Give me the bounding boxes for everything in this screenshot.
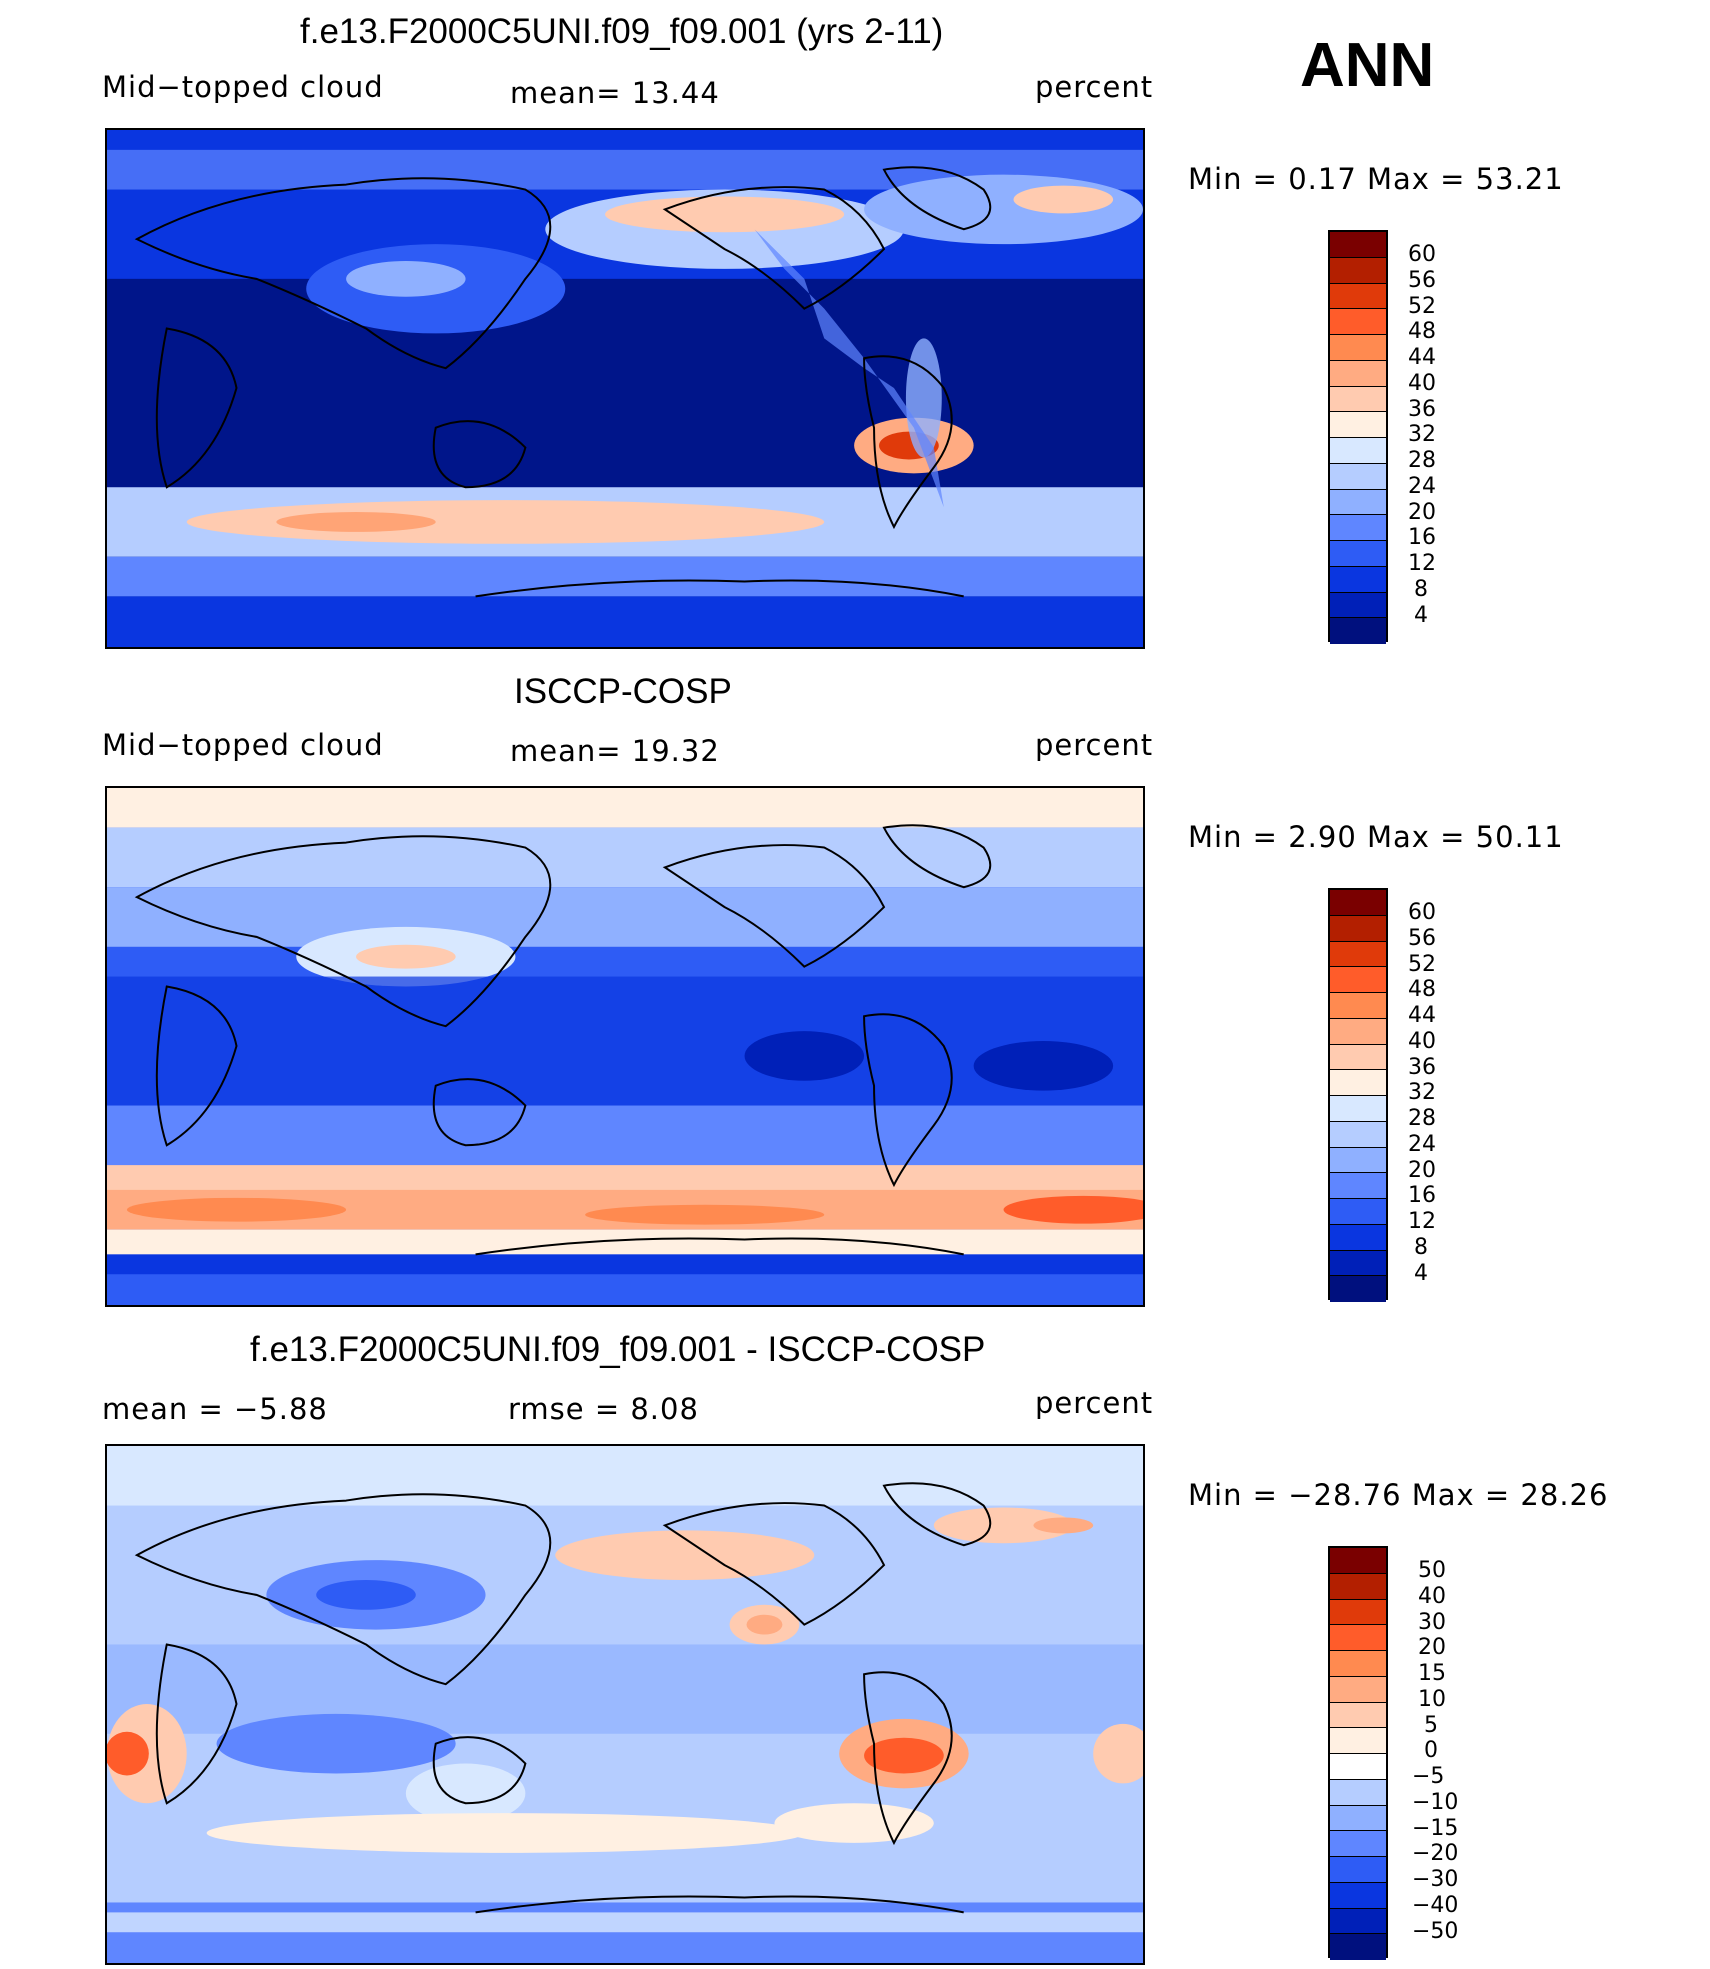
panel-3-colorbar	[1328, 1546, 1388, 1960]
panel-1-variable: Mid−topped cloud	[102, 70, 384, 104]
colorbar-tick: 44	[1408, 1003, 1436, 1028]
colorbar-tick: 40	[1418, 1584, 1446, 1609]
panel-1-minmax: Min = 0.17 Max = 53.21	[1188, 162, 1564, 196]
panel-1-colorbar	[1328, 230, 1388, 644]
colorbar-tick: 4	[1414, 603, 1428, 628]
colorbar-tick: 56	[1408, 926, 1436, 951]
colorbar-tick: 48	[1408, 977, 1436, 1002]
panel-1-mean: mean= 13.44	[510, 76, 720, 110]
colorbar-tick: 10	[1418, 1687, 1446, 1712]
colorbar-tick: 8	[1414, 1235, 1428, 1260]
colorbar-tick: −20	[1412, 1841, 1459, 1866]
colorbar-tick: 20	[1408, 1158, 1436, 1183]
colorbar-tick: −10	[1412, 1790, 1459, 1815]
panel-3-minmax: Min = −28.76 Max = 28.26	[1188, 1478, 1609, 1512]
colorbar-tick: −50	[1412, 1919, 1459, 1944]
colorbar-tick: 24	[1408, 474, 1436, 499]
colorbar-tick: 20	[1418, 1635, 1446, 1660]
panel-3-units: percent	[1035, 1386, 1154, 1420]
panel-1-units: percent	[1035, 70, 1154, 104]
colorbar-tick: 12	[1408, 551, 1436, 576]
panel-3-title: f.e13.F2000C5UNI.f09_f09.001 - ISCCP-COS…	[250, 1330, 986, 1369]
panel-2-colorbar	[1328, 888, 1388, 1302]
colorbar-tick: 60	[1408, 900, 1436, 925]
panel-2-title: ISCCP-COSP	[514, 672, 732, 711]
panel-2-map	[105, 786, 1145, 1307]
colorbar-tick: −30	[1412, 1867, 1459, 1892]
panel-3-mean: mean = −5.88	[102, 1392, 328, 1426]
panel-1-title: f.e13.F2000C5UNI.f09_f09.001 (yrs 2-11)	[300, 12, 944, 51]
colorbar-tick: 28	[1408, 1106, 1436, 1131]
colorbar-tick: 40	[1408, 371, 1436, 396]
colorbar-tick: 32	[1408, 422, 1436, 447]
colorbar-tick: 16	[1408, 525, 1436, 550]
colorbar-tick: 56	[1408, 268, 1436, 293]
colorbar-tick: 30	[1418, 1610, 1446, 1635]
colorbar-tick: 0	[1424, 1738, 1438, 1763]
panel-2-mean: mean= 19.32	[510, 734, 720, 768]
colorbar-tick: 40	[1408, 1029, 1436, 1054]
colorbar-tick: 32	[1408, 1080, 1436, 1105]
colorbar-tick: 52	[1408, 952, 1436, 977]
panel-2-units: percent	[1035, 728, 1154, 762]
colorbar-tick: 24	[1408, 1132, 1436, 1157]
colorbar-tick: −40	[1412, 1893, 1459, 1918]
colorbar-tick: 4	[1414, 1261, 1428, 1286]
panel-2-minmax: Min = 2.90 Max = 50.11	[1188, 820, 1564, 854]
colorbar-tick: 15	[1418, 1661, 1446, 1686]
colorbar-tick: 50	[1418, 1558, 1446, 1583]
colorbar-tick: 60	[1408, 242, 1436, 267]
colorbar-tick: 52	[1408, 294, 1436, 319]
colorbar-tick: 8	[1414, 577, 1428, 602]
colorbar-tick: 5	[1424, 1713, 1438, 1738]
colorbar-tick: 16	[1408, 1183, 1436, 1208]
colorbar-tick: 20	[1408, 500, 1436, 525]
colorbar-tick: 36	[1408, 1055, 1436, 1080]
colorbar-tick: 44	[1408, 345, 1436, 370]
colorbar-tick: 28	[1408, 448, 1436, 473]
season-label: ANN	[1300, 31, 1435, 100]
colorbar-tick: −5	[1412, 1764, 1445, 1789]
colorbar-tick: 36	[1408, 397, 1436, 422]
panel-3-rmse: rmse = 8.08	[508, 1392, 699, 1426]
colorbar-tick: 12	[1408, 1209, 1436, 1234]
panel-2-variable: Mid−topped cloud	[102, 728, 384, 762]
panel-3-map	[105, 1444, 1145, 1965]
colorbar-tick: 48	[1408, 319, 1436, 344]
panel-1-map	[105, 128, 1145, 649]
colorbar-tick: −15	[1412, 1816, 1459, 1841]
